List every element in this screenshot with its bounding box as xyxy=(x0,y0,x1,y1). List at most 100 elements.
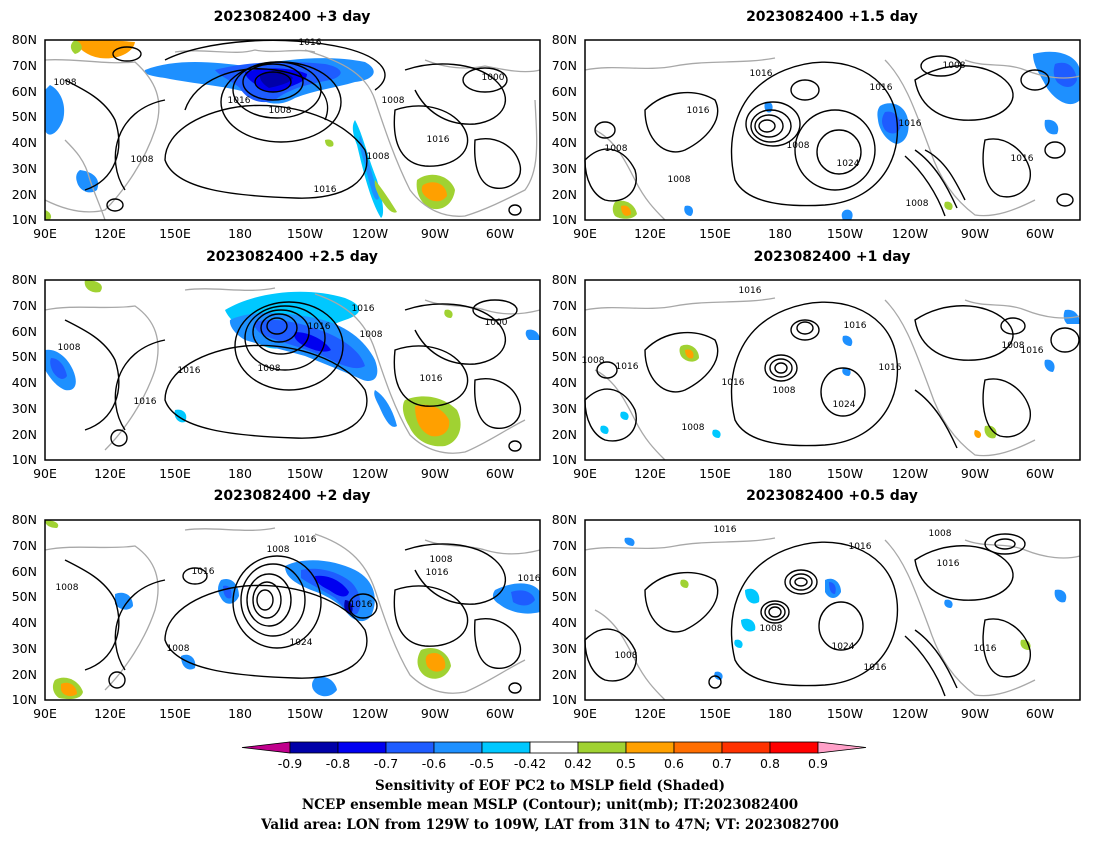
latitude-labels: 80N 70N 60N 50N 40N 30N 20N 10N xyxy=(552,32,577,227)
map-frame xyxy=(584,279,1081,461)
contour-label: 1008 xyxy=(773,386,796,396)
lat-label: 10N xyxy=(552,212,577,227)
map-frame xyxy=(44,39,541,221)
shaded-sensitivity xyxy=(624,537,1067,680)
lat-label: 80N xyxy=(552,32,577,47)
contour-label: 1016 xyxy=(974,644,997,654)
contour-label: 1016 xyxy=(864,663,887,673)
contour-label: 1016 xyxy=(687,106,710,116)
lat-label: 50N xyxy=(12,109,37,124)
panel-title: 2023082400 +1 day xyxy=(754,249,911,265)
contour-label: 1008 xyxy=(258,364,281,374)
contour-label: 1024 xyxy=(837,159,860,169)
lat-label: 60N xyxy=(552,564,577,579)
panel-title: 2023082400 +1.5 day xyxy=(746,9,918,25)
contour-label: 1016 xyxy=(844,321,867,331)
lat-label: 70N xyxy=(12,538,37,553)
lat-label: 20N xyxy=(552,427,577,442)
contour-label: 1016 xyxy=(294,535,317,545)
lat-label: 80N xyxy=(12,32,37,47)
mslp-contours xyxy=(584,301,1080,449)
lon-label: 120E xyxy=(94,226,126,241)
contour-label: 1008 xyxy=(54,78,77,88)
lat-label: 70N xyxy=(552,538,577,553)
longitude-labels: 90E 120E 150E 180 150W 120W 90W 60W xyxy=(573,226,1054,241)
contour-label: 1008 xyxy=(1002,341,1025,351)
panel-title: 2023082400 +2 day xyxy=(214,488,371,504)
lat-label: 20N xyxy=(552,667,577,682)
lat-label: 30N xyxy=(552,641,577,656)
contour-label: 1008 xyxy=(682,423,705,433)
contour-labels: 1016 1008 1016 1008 1016 1016 1008 1016 … xyxy=(56,535,541,654)
contour-label: 1008 xyxy=(760,624,783,634)
lon-label: 90W xyxy=(961,706,989,721)
lat-label: 10N xyxy=(552,452,577,467)
colorbar-tick-label: 0.9 xyxy=(808,756,828,771)
lon-label: 180 xyxy=(228,466,252,481)
colorbar-box xyxy=(625,741,675,754)
lon-label: 90E xyxy=(573,226,597,241)
contour-label: 1016 xyxy=(314,185,337,195)
lat-label: 70N xyxy=(552,58,577,73)
latitude-labels: 80N 70N 60N 50N 40N 30N 20N 10N xyxy=(12,272,37,467)
lat-label: 50N xyxy=(552,589,577,604)
longitude-labels: 90E 120E 150E 180 150W 120W 90W 60W xyxy=(573,466,1054,481)
lat-label: 20N xyxy=(12,187,37,202)
contour-label: 1016 xyxy=(849,542,872,552)
mslp-contours xyxy=(64,299,522,452)
lon-label: 120E xyxy=(94,466,126,481)
contour-label: 1008 xyxy=(56,583,79,593)
lat-label: 30N xyxy=(12,641,37,656)
lon-label: 150E xyxy=(159,466,191,481)
contour-label: 1016 xyxy=(750,69,773,79)
lat-label: 50N xyxy=(552,349,577,364)
contour-label: 1008 xyxy=(430,555,453,565)
panel-title: 2023082400 +2.5 day xyxy=(206,249,378,265)
lon-label: 180 xyxy=(768,466,792,481)
panel-plus-2-5-day: 2023082400 +2.5 day xyxy=(12,249,541,481)
lon-label: 90E xyxy=(33,706,57,721)
lat-label: 10N xyxy=(12,212,37,227)
contour-label: 1008 xyxy=(58,343,81,353)
longitude-labels: 90E 120E 150E 180 150W 120W 90W 60W xyxy=(33,706,514,721)
contour-label: 1008 xyxy=(787,141,810,151)
contour-label: 1016 xyxy=(420,374,443,384)
contour-label: 1000 xyxy=(482,73,505,83)
lon-label: 60W xyxy=(1026,706,1054,721)
geography-lines xyxy=(44,49,541,221)
colorbar-tick-label: -0.7 xyxy=(374,756,398,771)
lon-label: 150W xyxy=(827,706,863,721)
contour-label: 1016 xyxy=(350,600,373,610)
lon-label: 120E xyxy=(634,226,666,241)
contour-label: 1024 xyxy=(290,638,313,648)
footer-line-2: NCEP ensemble mean MSLP (Contour); unit(… xyxy=(302,797,798,813)
lat-label: 30N xyxy=(552,161,577,176)
geography-lines xyxy=(584,537,1081,701)
contour-label: 1008 xyxy=(668,175,691,185)
contour-label: 1016 xyxy=(426,568,449,578)
lon-label: 90W xyxy=(421,226,449,241)
longitude-labels: 90E 120E 150E 180 150W 120W 90W 60W xyxy=(573,706,1054,721)
lon-label: 90E xyxy=(33,466,57,481)
lat-label: 60N xyxy=(12,84,37,99)
colorbar-low-extension xyxy=(241,741,291,754)
lon-label: 90E xyxy=(573,706,597,721)
panel-plus-3-day: 2023082400 +3 day xyxy=(12,9,541,241)
latitude-labels: 80N 70N 60N 50N 40N 30N 20N 10N xyxy=(552,272,577,467)
contour-label: 1008 xyxy=(367,152,390,162)
lat-label: 80N xyxy=(552,272,577,287)
colorbar-tick-label: 0.6 xyxy=(664,756,684,771)
shaded-sensitivity xyxy=(612,51,1080,220)
colorbar-tick-label: 0.7 xyxy=(712,756,732,771)
lon-label: 150W xyxy=(827,466,863,481)
contour-label: 1016 xyxy=(870,83,893,93)
lon-label: 120W xyxy=(352,226,388,241)
lon-label: 150W xyxy=(287,226,323,241)
lon-label: 180 xyxy=(768,226,792,241)
lon-label: 90W xyxy=(961,226,989,241)
colorbar-high-extension xyxy=(817,741,867,754)
lon-label: 150E xyxy=(699,706,731,721)
contour-label: 1000 xyxy=(485,318,508,328)
lat-label: 20N xyxy=(552,187,577,202)
geography-lines xyxy=(584,57,1081,221)
